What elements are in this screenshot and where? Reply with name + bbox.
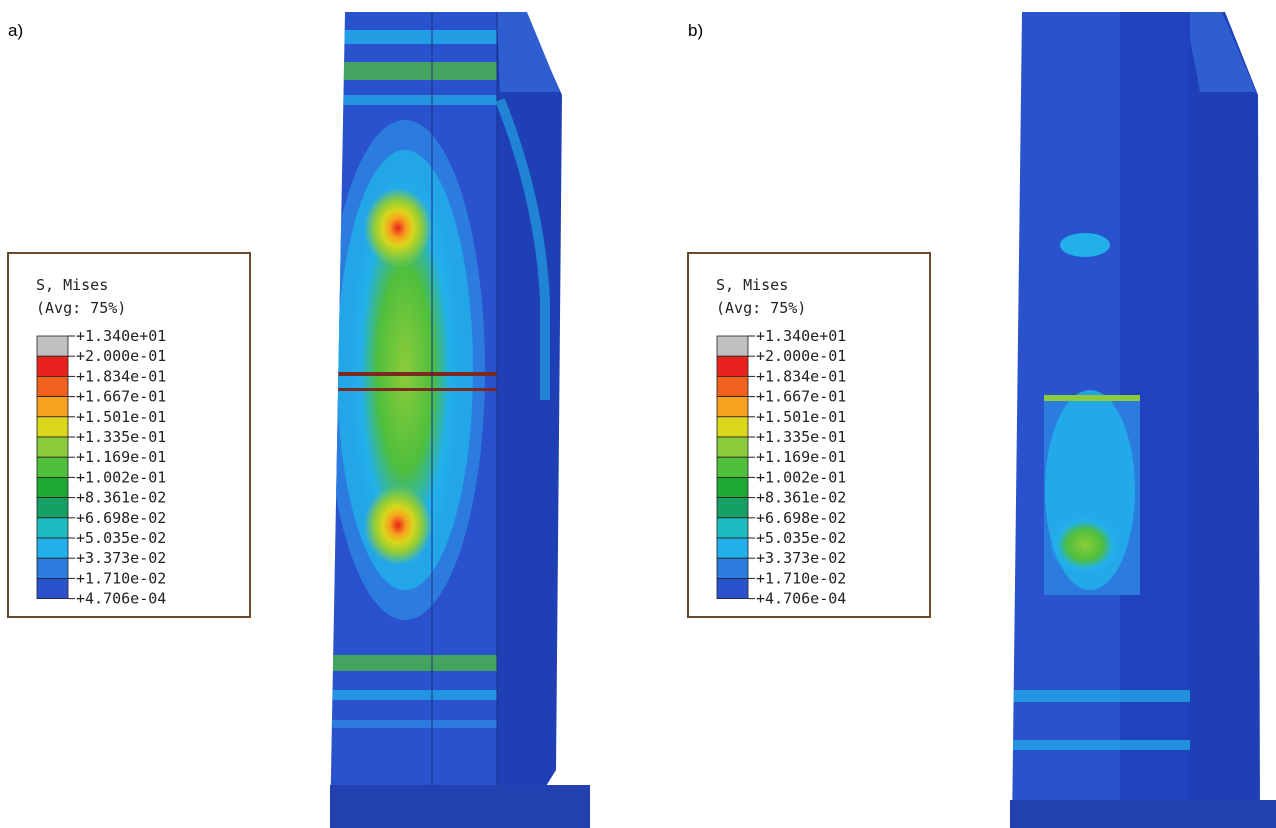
legend-value: +8.361e-02 (76, 489, 166, 507)
legend-swatch (717, 356, 748, 376)
legend-value: +1.340e+01 (756, 327, 846, 345)
legend: S, Mises (Avg: 75%) +1.340e+01 +2.000e-01 +1… (8, 253, 250, 617)
contour-plot-a (325, 12, 590, 828)
legend-swatch (717, 477, 748, 497)
legend-swatch (37, 578, 68, 598)
legend-swatch (717, 437, 748, 457)
legend-swatch (37, 356, 68, 376)
legend-value: +1.501e-01 (756, 408, 846, 426)
legend: S, Mises (Avg: 75%) +1.340e+01 +2.000e-01 +1… (688, 253, 930, 617)
legend-value: +5.035e-02 (76, 529, 166, 547)
legend-value: +1.667e-01 (756, 388, 846, 406)
legend-swatch (717, 538, 748, 558)
legend-swatch (37, 498, 68, 518)
legend-swatch (717, 498, 748, 518)
legend-value: +2.000e-01 (76, 347, 166, 365)
legend-value: +5.035e-02 (756, 529, 846, 547)
legend-swatch (717, 558, 748, 578)
legend-value: +8.361e-02 (756, 489, 846, 507)
legend-swatch (37, 558, 68, 578)
legend-value: +6.698e-02 (76, 509, 166, 527)
legend-swatch (717, 397, 748, 417)
legend-title: S, Mises (36, 276, 108, 294)
legend-value: +2.000e-01 (756, 347, 846, 365)
legend-value: +6.698e-02 (756, 509, 846, 527)
legend-swatch (37, 518, 68, 538)
legend-value: +1.501e-01 (76, 408, 166, 426)
legend-swatch (37, 477, 68, 497)
legend-value: +3.373e-02 (756, 549, 846, 567)
legend-swatch (37, 437, 68, 457)
legend-value: +1.340e+01 (76, 327, 166, 345)
legend-value: +1.710e-02 (756, 569, 846, 587)
legend-value: +1.002e-01 (756, 468, 846, 486)
legend-value: +1.169e-01 (756, 448, 846, 466)
panel-label: a) (8, 21, 23, 40)
legend-value: +4.706e-04 (756, 590, 846, 608)
legend-swatch (717, 578, 748, 598)
legend-value: +1.335e-01 (76, 428, 166, 446)
legend-value: +1.834e-01 (756, 367, 846, 385)
legend-value: +3.373e-02 (76, 549, 166, 567)
legend-swatch (37, 397, 68, 417)
legend-swatch (37, 417, 68, 437)
legend-swatch (717, 417, 748, 437)
legend-swatch (37, 376, 68, 396)
contour-plot-b (1010, 12, 1276, 828)
legend-title: S, Mises (716, 276, 788, 294)
legend-swatch (717, 336, 748, 356)
legend-value: +1.002e-01 (76, 468, 166, 486)
legend-swatch (37, 336, 68, 356)
figure: a) S, Mises (Avg: 75%) +1.340e+01 +2.000e-01… (0, 0, 1276, 828)
legend-value: +1.710e-02 (76, 569, 166, 587)
legend-value: +1.834e-01 (76, 367, 166, 385)
legend-swatch (717, 376, 748, 396)
panel-label: b) (688, 21, 703, 40)
legend-swatch (37, 457, 68, 477)
legend-value: +4.706e-04 (76, 590, 166, 608)
legend-swatch (717, 518, 748, 538)
legend-swatch (717, 457, 748, 477)
legend-value: +1.169e-01 (76, 448, 166, 466)
legend-value: +1.335e-01 (756, 428, 846, 446)
legend-subtitle: (Avg: 75%) (36, 299, 126, 317)
legend-swatch (37, 538, 68, 558)
legend-value: +1.667e-01 (76, 388, 166, 406)
legend-subtitle: (Avg: 75%) (716, 299, 806, 317)
